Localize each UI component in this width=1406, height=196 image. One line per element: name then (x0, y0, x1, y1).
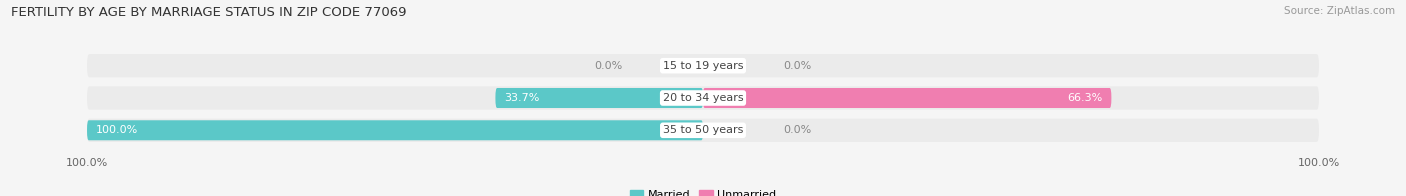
Text: 33.7%: 33.7% (505, 93, 540, 103)
FancyBboxPatch shape (87, 120, 703, 140)
Text: 35 to 50 years: 35 to 50 years (662, 125, 744, 135)
Legend: Married, Unmarried: Married, Unmarried (626, 185, 780, 196)
Text: 66.3%: 66.3% (1067, 93, 1102, 103)
Text: 100.0%: 100.0% (96, 125, 139, 135)
FancyBboxPatch shape (87, 119, 1319, 142)
FancyBboxPatch shape (495, 88, 703, 108)
FancyBboxPatch shape (87, 86, 1319, 110)
Text: 0.0%: 0.0% (783, 61, 811, 71)
FancyBboxPatch shape (703, 88, 1111, 108)
Text: FERTILITY BY AGE BY MARRIAGE STATUS IN ZIP CODE 77069: FERTILITY BY AGE BY MARRIAGE STATUS IN Z… (11, 6, 406, 19)
Text: 20 to 34 years: 20 to 34 years (662, 93, 744, 103)
Text: 15 to 19 years: 15 to 19 years (662, 61, 744, 71)
FancyBboxPatch shape (87, 54, 1319, 77)
Text: 0.0%: 0.0% (595, 61, 623, 71)
Text: Source: ZipAtlas.com: Source: ZipAtlas.com (1284, 6, 1395, 16)
Text: 0.0%: 0.0% (783, 125, 811, 135)
